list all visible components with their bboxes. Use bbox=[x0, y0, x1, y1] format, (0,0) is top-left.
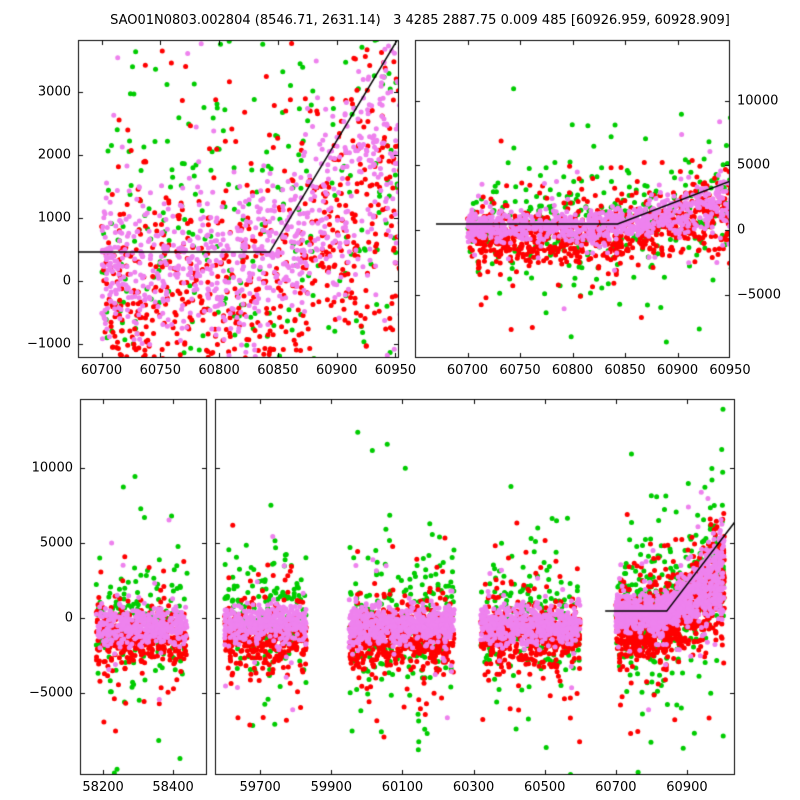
x-tick-label: 60700 bbox=[446, 363, 489, 378]
y-tick-label: 5000 bbox=[39, 535, 73, 551]
y-tick-label: 0 bbox=[737, 222, 746, 238]
y-tick-label: 1000 bbox=[37, 210, 71, 226]
figure-title: SAO01N0803.002804 (8546.71, 2631.14) 3 4… bbox=[110, 13, 730, 28]
x-tick-label: 58400 bbox=[152, 780, 194, 795]
x-tick-label: 60900 bbox=[315, 363, 358, 378]
x-tick-label: 60850 bbox=[604, 363, 646, 378]
x-tick-label: 60900 bbox=[656, 363, 699, 378]
x-tick-label: 60900 bbox=[666, 780, 708, 795]
y-tick-label: 10000 bbox=[31, 460, 73, 476]
y-tick-label: 5000 bbox=[737, 157, 771, 173]
y-tick-label: 10000 bbox=[737, 93, 779, 109]
x-tick-label: 60850 bbox=[257, 363, 299, 378]
x-tick-label: 60700 bbox=[595, 780, 637, 795]
y-tick-label: 2000 bbox=[37, 147, 71, 163]
x-tick-label: 60950 bbox=[709, 363, 751, 378]
x-tick-label: 60500 bbox=[524, 780, 566, 795]
x-tick-label: 60800 bbox=[551, 363, 594, 378]
x-tick-label: 59700 bbox=[239, 780, 281, 795]
y-tick-label: 3000 bbox=[37, 84, 71, 100]
y-tick-label: −5000 bbox=[737, 287, 781, 303]
x-tick-label: 60800 bbox=[198, 363, 240, 378]
y-tick-label: 0 bbox=[62, 273, 71, 289]
x-tick-label: 60700 bbox=[80, 363, 123, 378]
y-tick-label: −1000 bbox=[27, 336, 71, 352]
x-tick-label: 60950 bbox=[374, 363, 417, 378]
y-tick-label: 0 bbox=[64, 610, 73, 626]
x-tick-label: 60300 bbox=[452, 780, 495, 795]
x-tick-label: 59900 bbox=[310, 780, 352, 795]
x-tick-label: 60750 bbox=[499, 363, 541, 378]
y-tick-label: −5000 bbox=[29, 685, 73, 701]
x-tick-label: 58200 bbox=[82, 780, 124, 795]
x-tick-label: 60100 bbox=[381, 780, 424, 795]
x-tick-label: 60750 bbox=[139, 363, 181, 378]
